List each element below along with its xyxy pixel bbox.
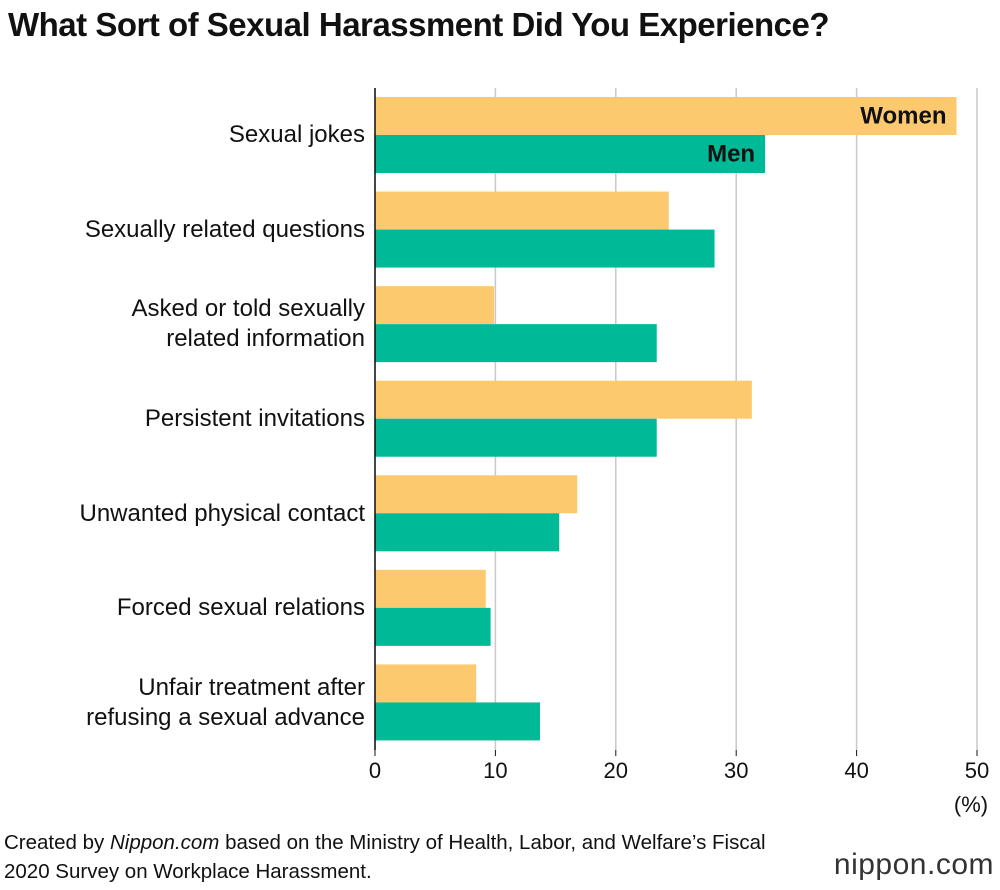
source-note: Created by Nippon.com based on the Minis…	[4, 828, 794, 886]
x-tick-label: 0	[369, 758, 381, 783]
bar	[375, 229, 715, 268]
y-tick-label: Sexual jokes	[228, 121, 365, 149]
chart-title: What Sort of Sexual Harassment Did You E…	[8, 6, 830, 43]
bar	[375, 286, 495, 325]
x-tick-label: 40	[844, 758, 868, 783]
x-tick-label: 30	[724, 758, 748, 783]
x-axis-label: (%)	[954, 792, 988, 817]
source-text: based on the Ministry of Health, Labor, …	[4, 831, 766, 883]
y-tick-label: Forced sexual relations	[116, 594, 365, 622]
y-tick-label: Sexually related questions	[84, 215, 365, 243]
x-tick-label: 10	[483, 758, 507, 783]
bar	[375, 475, 578, 514]
source-text: Nippon.com	[109, 831, 220, 854]
bar	[375, 418, 657, 457]
bar	[375, 513, 560, 552]
y-tick-label: Asked or told sexually related informati…	[131, 295, 365, 353]
source-text: Created by	[4, 831, 110, 854]
x-tick-label: 50	[965, 758, 989, 783]
bar	[375, 191, 669, 230]
bar	[375, 702, 540, 741]
legend-label: Women	[860, 102, 946, 129]
bar	[375, 569, 486, 608]
logo: nippon.com	[833, 848, 994, 881]
x-tick-label: 20	[604, 758, 628, 783]
bar	[375, 135, 766, 173]
y-tick-label: Unfair treatment after refusing a sexual…	[86, 673, 365, 731]
legend-label: Men	[707, 140, 755, 167]
bar	[375, 380, 752, 419]
bar	[375, 324, 657, 363]
bar	[375, 607, 491, 646]
y-tick-label: Persistent invitations	[144, 405, 365, 432]
bar	[375, 664, 477, 703]
bar	[375, 97, 957, 135]
y-tick-label: Unwanted physical contact	[79, 499, 366, 527]
